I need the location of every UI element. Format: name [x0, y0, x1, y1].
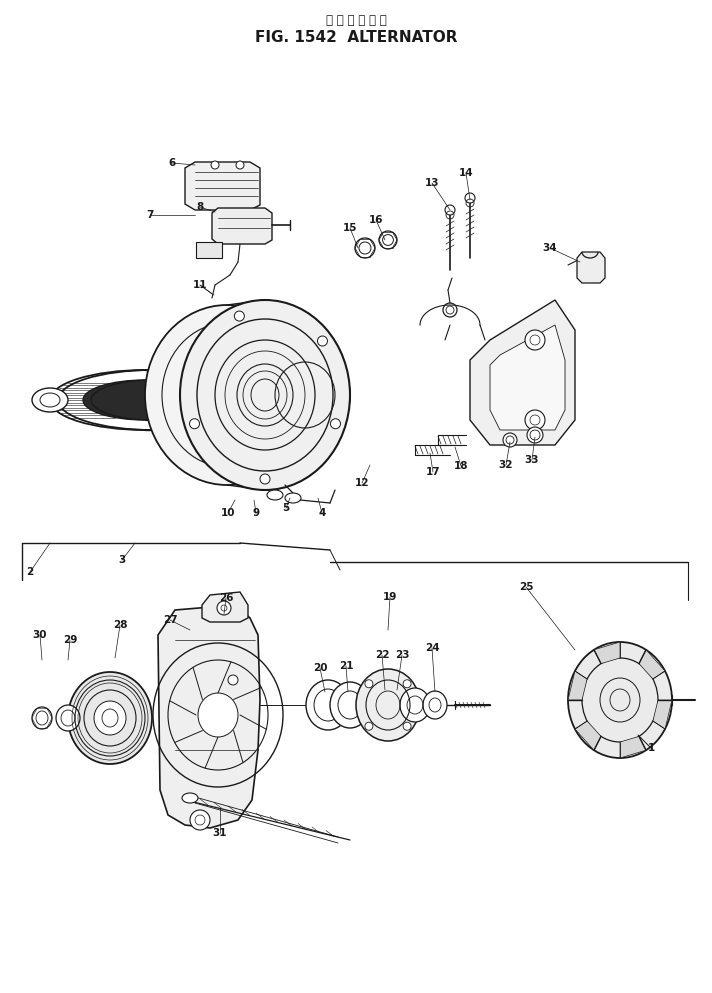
Circle shape [365, 680, 373, 688]
Text: 4: 4 [318, 508, 325, 518]
Text: 26: 26 [219, 593, 234, 603]
Polygon shape [639, 649, 665, 679]
Text: 17: 17 [426, 467, 440, 477]
Ellipse shape [32, 707, 52, 729]
Ellipse shape [182, 793, 198, 803]
Circle shape [443, 303, 457, 317]
Text: 14: 14 [459, 168, 473, 178]
Polygon shape [158, 605, 260, 828]
Text: 29: 29 [63, 635, 77, 645]
Text: 24: 24 [424, 643, 439, 653]
Ellipse shape [83, 380, 207, 420]
Circle shape [355, 238, 375, 258]
Text: 28: 28 [112, 620, 127, 630]
Text: 19: 19 [383, 592, 397, 602]
Text: 10: 10 [221, 508, 235, 518]
Text: 21: 21 [339, 661, 353, 671]
Ellipse shape [94, 701, 126, 735]
Ellipse shape [306, 680, 350, 730]
Circle shape [211, 161, 219, 169]
Circle shape [330, 419, 340, 429]
Ellipse shape [68, 672, 152, 764]
Text: 11: 11 [193, 280, 207, 290]
Ellipse shape [356, 669, 420, 741]
Ellipse shape [260, 345, 350, 445]
Polygon shape [653, 700, 672, 729]
Circle shape [365, 722, 373, 730]
Text: 32: 32 [498, 460, 513, 470]
Text: 8: 8 [197, 202, 204, 212]
Polygon shape [490, 325, 565, 430]
Circle shape [217, 601, 231, 615]
Text: 25: 25 [519, 582, 533, 592]
Ellipse shape [267, 490, 283, 500]
Text: 13: 13 [425, 178, 439, 188]
Text: FIG. 1542  ALTERNATOR: FIG. 1542 ALTERNATOR [255, 30, 457, 45]
Circle shape [234, 311, 244, 321]
Polygon shape [185, 162, 260, 210]
Circle shape [189, 419, 199, 429]
Polygon shape [594, 642, 620, 663]
Circle shape [525, 410, 545, 430]
Circle shape [445, 205, 455, 215]
Text: 31: 31 [213, 828, 227, 838]
Polygon shape [202, 592, 248, 622]
Polygon shape [568, 671, 587, 700]
Text: 16: 16 [369, 215, 383, 225]
Text: 2: 2 [26, 567, 33, 577]
Polygon shape [577, 252, 605, 283]
Circle shape [403, 722, 411, 730]
Ellipse shape [32, 388, 68, 412]
Ellipse shape [285, 493, 301, 503]
Ellipse shape [423, 691, 447, 719]
Polygon shape [212, 208, 272, 244]
Circle shape [503, 433, 517, 447]
Text: 7: 7 [146, 210, 154, 220]
Text: 3: 3 [118, 555, 125, 565]
Circle shape [236, 161, 244, 169]
Circle shape [465, 193, 475, 203]
Text: 5: 5 [283, 503, 290, 513]
Circle shape [527, 427, 543, 443]
Circle shape [525, 330, 545, 350]
Text: 20: 20 [313, 663, 328, 673]
Polygon shape [620, 737, 646, 758]
Ellipse shape [145, 305, 309, 485]
Text: 30: 30 [33, 630, 47, 640]
Text: 23: 23 [394, 650, 409, 660]
Text: 1: 1 [647, 743, 654, 753]
Ellipse shape [568, 642, 672, 758]
Circle shape [190, 810, 210, 830]
Circle shape [228, 675, 238, 685]
Ellipse shape [50, 370, 240, 430]
Ellipse shape [198, 693, 238, 737]
Circle shape [260, 474, 270, 484]
Text: 6: 6 [168, 158, 176, 168]
Polygon shape [575, 721, 601, 751]
Polygon shape [196, 242, 222, 258]
Ellipse shape [400, 688, 430, 722]
Text: 18: 18 [454, 461, 468, 471]
Ellipse shape [330, 682, 370, 728]
Text: 22: 22 [375, 650, 389, 660]
Text: 33: 33 [525, 455, 539, 465]
Text: 9: 9 [253, 508, 260, 518]
Ellipse shape [56, 705, 80, 731]
Text: 12: 12 [355, 478, 370, 488]
Ellipse shape [180, 300, 350, 490]
Text: オ ル タ ネ ー タ: オ ル タ ネ ー タ [325, 14, 387, 27]
Circle shape [318, 336, 328, 346]
Polygon shape [470, 300, 575, 445]
Text: 27: 27 [162, 615, 177, 625]
Text: 15: 15 [342, 223, 357, 233]
Circle shape [403, 680, 411, 688]
Circle shape [379, 231, 397, 249]
Text: 34: 34 [543, 243, 557, 253]
